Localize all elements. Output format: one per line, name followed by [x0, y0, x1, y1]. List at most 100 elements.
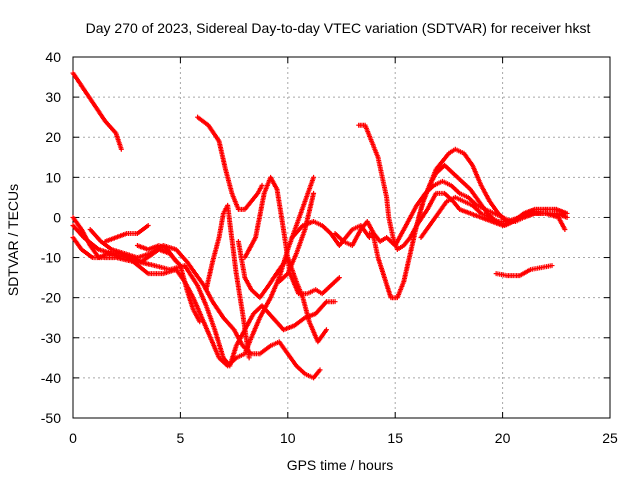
data-point-trail	[174, 248, 189, 263]
data-point-trail	[376, 256, 387, 279]
data-point	[118, 146, 124, 152]
data-point-trail	[196, 115, 210, 127]
y-tick-label: -20	[41, 290, 61, 306]
data-point-trail	[260, 304, 275, 319]
data-point-trail	[191, 296, 204, 319]
data-point-trail	[463, 199, 474, 208]
y-tick-label: -10	[41, 250, 61, 266]
data-point-trail	[477, 200, 490, 215]
data-point-trail	[375, 156, 385, 179]
data-point	[323, 327, 329, 333]
data-point-trail	[249, 316, 262, 339]
series-arc-11	[276, 190, 317, 285]
data-point-trail	[82, 236, 100, 251]
data-point-trail	[344, 228, 354, 239]
data-point	[259, 182, 265, 188]
data-point-trail	[71, 224, 86, 239]
data-point-trail	[71, 71, 86, 91]
data-point-trail	[451, 200, 462, 211]
data-point-trail	[294, 228, 307, 255]
data-point-trail	[428, 212, 440, 227]
x-tick-label: 20	[495, 430, 511, 446]
data-point-trail	[269, 340, 280, 348]
data-point-trail	[92, 104, 107, 123]
data-point-trail	[277, 340, 290, 355]
data-point-trail	[471, 204, 483, 215]
data-point-trail	[379, 236, 388, 243]
y-tick-label: 40	[45, 49, 61, 65]
data-point-trail	[243, 236, 258, 259]
data-point-trail	[293, 316, 307, 328]
data-point-trail	[88, 228, 103, 243]
data-point-trail	[103, 119, 118, 135]
data-point-trail	[295, 364, 307, 376]
data-point-trail	[427, 172, 438, 187]
data-point-trail	[443, 163, 455, 175]
data-point-trail	[433, 179, 444, 188]
data-point-trail	[212, 328, 226, 359]
data-point-trail	[227, 344, 239, 367]
data-point-trail	[351, 223, 362, 232]
data-point-trail	[371, 236, 381, 259]
data-point-trail	[312, 219, 323, 228]
data-point-trail	[184, 288, 196, 311]
data-point-trail	[448, 147, 457, 155]
data-point-trail	[312, 368, 322, 380]
series-arc-12	[235, 239, 329, 345]
data-point-trail	[395, 280, 406, 299]
data-point-trail	[158, 243, 169, 252]
data-series	[70, 70, 570, 381]
data-point-trail	[178, 264, 189, 291]
data-point	[549, 263, 555, 269]
data-point	[332, 299, 338, 305]
data-point-trail	[71, 216, 84, 231]
data-point	[317, 367, 323, 373]
data-point-trail	[386, 216, 396, 239]
data-point-trail	[240, 312, 252, 359]
data-point-trail	[421, 184, 432, 203]
data-point	[562, 226, 568, 232]
data-point-trail	[425, 192, 438, 211]
data-point-trail	[470, 164, 483, 187]
data-point-trail	[253, 192, 267, 239]
data-point-trail	[193, 272, 206, 287]
data-point-trail	[223, 168, 234, 195]
data-point-trail	[454, 195, 465, 204]
data-point-trail	[446, 195, 457, 204]
data-point-trail	[314, 288, 324, 296]
y-tick-label: -30	[41, 330, 61, 346]
data-point-trail	[316, 328, 328, 343]
data-point-trail	[451, 172, 464, 183]
data-point-trail	[80, 248, 94, 260]
data-point-trail	[304, 372, 315, 380]
data-point-trail	[390, 295, 399, 301]
data-point-trail	[274, 188, 286, 231]
data-point	[311, 190, 317, 196]
data-point-trail	[365, 220, 376, 235]
data-point-trail	[286, 352, 298, 367]
y-tick-label: 30	[45, 89, 61, 105]
data-point-trail	[369, 140, 380, 159]
series-arc-19	[493, 263, 555, 279]
series-arc-1	[70, 70, 124, 152]
data-point-trail	[288, 272, 301, 295]
data-point-trail	[401, 252, 413, 283]
data-point-trail	[399, 220, 410, 235]
x-axis-title: GPS time / hours	[287, 457, 394, 473]
data-point	[173, 259, 179, 265]
data-point-trail	[320, 284, 332, 295]
data-point	[246, 355, 252, 361]
data-point-trail	[206, 124, 221, 143]
series-arc-7	[134, 243, 179, 265]
data-point-trail	[243, 276, 253, 291]
data-point-trail	[380, 176, 389, 199]
data-point-trail	[396, 244, 405, 251]
data-point-trail	[195, 284, 208, 307]
x-tick-label: 0	[69, 430, 77, 446]
data-point-trail	[441, 179, 452, 188]
data-point-trail	[277, 272, 290, 283]
data-point-trail	[99, 240, 113, 251]
data-point-trail	[294, 200, 307, 227]
data-point-trail	[268, 176, 279, 191]
data-point-trail	[285, 256, 299, 283]
